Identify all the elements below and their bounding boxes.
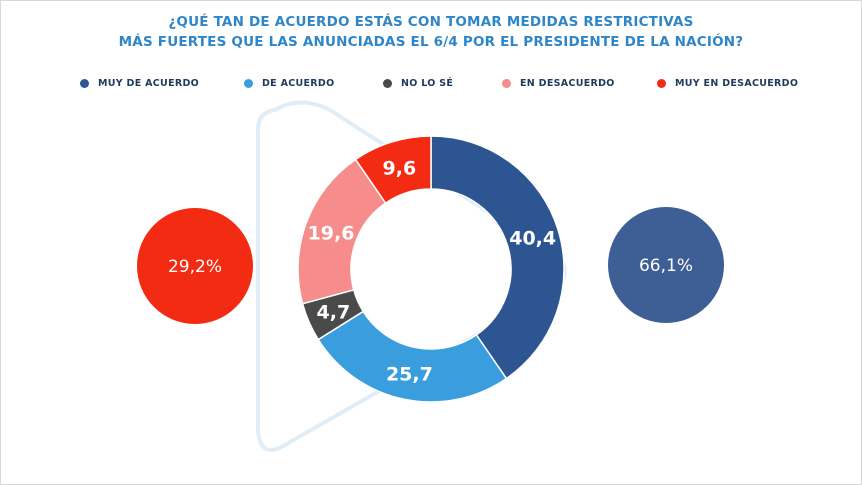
legend-label-de-acuerdo: DE ACUERDO xyxy=(262,78,335,89)
donut-slice-labels: 40,4 25,7 4,7 19,6 9,6 xyxy=(308,157,557,385)
legend-swatch-muy-de-acuerdo xyxy=(80,79,89,88)
chart-title-line-2: MÁS FUERTES QUE LAS ANUNCIADAS EL 6/4 PO… xyxy=(118,34,744,50)
legend-label-muy-en-desacuerdo: MUY EN DESACUERDO xyxy=(675,78,799,89)
legend-label-muy-de-acuerdo: MUY DE ACUERDO xyxy=(98,78,200,89)
total-bubble-acuerdo: 66,1% xyxy=(608,207,724,323)
legend-swatch-de-acuerdo xyxy=(244,79,253,88)
legend-swatch-muy-en-desacuerdo xyxy=(657,79,666,88)
slice-label-muy-en-desacuerdo: 9,6 xyxy=(383,157,417,179)
slice-label-muy-de-acuerdo: 40,4 xyxy=(509,227,556,249)
legend-item-en-desacuerdo: EN DESACUERDO xyxy=(502,78,615,89)
donut-slice-muy-en-desacuerdo xyxy=(354,135,432,205)
legend-item-de-acuerdo: DE ACUERDO xyxy=(244,78,335,89)
total-bubble-right-label: 66,1% xyxy=(639,256,693,276)
chart-title-line-1: ¿QUÉ TAN DE ACUERDO ESTÁS CON TOMAR MEDI… xyxy=(168,14,694,30)
legend-item-no-lo-se: NO LO SÉ xyxy=(383,78,453,89)
slice-label-no-lo-se: 4,7 xyxy=(317,302,351,324)
slice-label-de-acuerdo: 25,7 xyxy=(386,363,433,385)
legend-item-muy-de-acuerdo: MUY DE ACUERDO xyxy=(80,78,199,89)
legend-swatch-no-lo-se xyxy=(383,79,392,88)
legend-item-muy-en-desacuerdo: MUY EN DESACUERDO xyxy=(657,78,798,89)
total-bubble-desacuerdo: 29,2% xyxy=(137,208,253,324)
total-bubble-left-label: 29,2% xyxy=(168,257,222,277)
chart-title: ¿QUÉ TAN DE ACUERDO ESTÁS CON TOMAR MEDI… xyxy=(0,12,862,52)
donut-slice-de-acuerdo xyxy=(317,310,508,403)
total-bubble-left-circle xyxy=(137,208,253,324)
donut-slices xyxy=(297,135,565,403)
legend-swatch-en-desacuerdo xyxy=(502,79,511,88)
legend: MUY DE ACUERDO DE ACUERDO NO LO SÉ EN DE… xyxy=(0,78,862,94)
slice-label-en-desacuerdo: 19,6 xyxy=(308,222,355,244)
legend-label-en-desacuerdo: EN DESACUERDO xyxy=(520,78,615,89)
legend-label-no-lo-se: NO LO SÉ xyxy=(401,78,454,89)
total-bubble-right-circle xyxy=(608,207,724,323)
donut-slice-muy-de-acuerdo xyxy=(430,135,565,380)
